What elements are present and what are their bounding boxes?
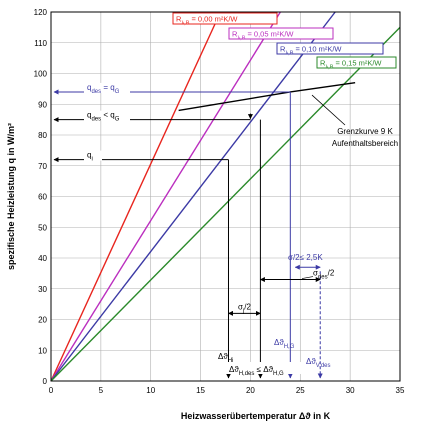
x-tick-label: 10 bbox=[146, 386, 155, 395]
x-tick-label: 5 bbox=[99, 386, 104, 395]
y-tick-label: 70 bbox=[38, 162, 47, 171]
legend-box-2 bbox=[276, 42, 384, 55]
plot-frame bbox=[50, 11, 401, 382]
q-des-eq-bg bbox=[84, 82, 130, 93]
y-tick-label: 120 bbox=[34, 8, 48, 17]
sigma-j-half-label: σj/2 bbox=[238, 302, 252, 314]
x-tick-label: 0 bbox=[49, 386, 54, 395]
q-des-lt-bg bbox=[84, 110, 130, 121]
x-tick-label: 25 bbox=[296, 386, 305, 395]
limit-curve-label: Grenzkurve 9 K bbox=[337, 127, 393, 136]
y-tick-label: 10 bbox=[38, 346, 47, 355]
y-tick-label: 110 bbox=[34, 39, 47, 48]
limit-curve-label-2: Aufenthaltsbereich bbox=[332, 139, 398, 148]
series-line-3 bbox=[50, 26, 401, 382]
y-tick-label: 90 bbox=[38, 100, 47, 109]
y-tick-label: 100 bbox=[34, 70, 48, 79]
legend-entry-2: Rλ,B = 0,10 m²K/W bbox=[280, 45, 342, 57]
legend-box-3 bbox=[316, 56, 397, 69]
y-tick-label: 20 bbox=[38, 316, 47, 325]
q-i-label: qi bbox=[87, 151, 93, 163]
q-des-lt-label: qdes < qG bbox=[87, 111, 120, 123]
legend-entry-1: Rλ,B = 0,05 m²K/W bbox=[232, 30, 294, 42]
dtheta-Hdes-bg bbox=[226, 362, 306, 374]
y-tick-label: 50 bbox=[38, 223, 47, 232]
legend: Rλ,B = 0,00 m²K/W Rλ,B = 0,05 m²K/W Rλ,B =… bbox=[172, 12, 397, 71]
legend-box-1 bbox=[228, 27, 334, 40]
y-tick-label: 40 bbox=[38, 254, 47, 263]
y-tick-label: 60 bbox=[38, 193, 47, 202]
annotations: Grenzkurve 9 K Aufenthaltsbereich qdes = q… bbox=[53, 82, 398, 379]
x-tick-label: 30 bbox=[346, 386, 355, 395]
dtheta-HG-label: ΔϑH,G bbox=[274, 338, 295, 350]
dtheta-Hdes-label: ΔϑH,des ≤ ΔϑH,G bbox=[229, 365, 284, 377]
dtheta-Vdes-label: ΔϑV,des bbox=[306, 357, 331, 369]
series-line-2 bbox=[50, 11, 336, 382]
y-axis-label: spezifische Heizleistung q in W/m² bbox=[6, 123, 16, 270]
y-tick-label: 0 bbox=[43, 377, 48, 386]
sigma-des-half-label: σdes/2 bbox=[313, 269, 335, 281]
dtheta-Hj-label: ΔϑHj bbox=[218, 352, 233, 364]
y-tick-label: 30 bbox=[38, 285, 47, 294]
sigma-half-le-label: σ/2≤ 2,5K bbox=[288, 253, 323, 262]
legend-entry-3: Rλ,B = 0,15 m²K/W bbox=[320, 59, 382, 71]
sigma-des-half-pointer bbox=[301, 276, 314, 279]
q-i-bg bbox=[84, 150, 102, 161]
x-tick-label: 20 bbox=[246, 386, 255, 395]
x-tick-label: 35 bbox=[396, 386, 405, 395]
x-axis-label: Heizwasserübertemperatur Δϑ in K bbox=[181, 411, 331, 421]
series-line-1 bbox=[50, 11, 281, 382]
q-des-eq-label: qdes = qG bbox=[87, 83, 120, 95]
legend-entry-0: Rλ,B = 0,00 m²K/W bbox=[176, 15, 238, 27]
series-line-0 bbox=[50, 11, 222, 382]
x-tick-label: 15 bbox=[196, 386, 205, 395]
limit-curve-pointer bbox=[311, 94, 346, 126]
y-tick-label: 80 bbox=[38, 131, 47, 140]
axis-ticks: 0 5 10 15 20 25 30 35 0 10 20 30 40 50 60 70 80 90 100 110 1… bbox=[34, 8, 405, 395]
grid-lines bbox=[50, 11, 401, 382]
legend-box-0 bbox=[172, 12, 278, 25]
limit-curve bbox=[178, 82, 356, 112]
